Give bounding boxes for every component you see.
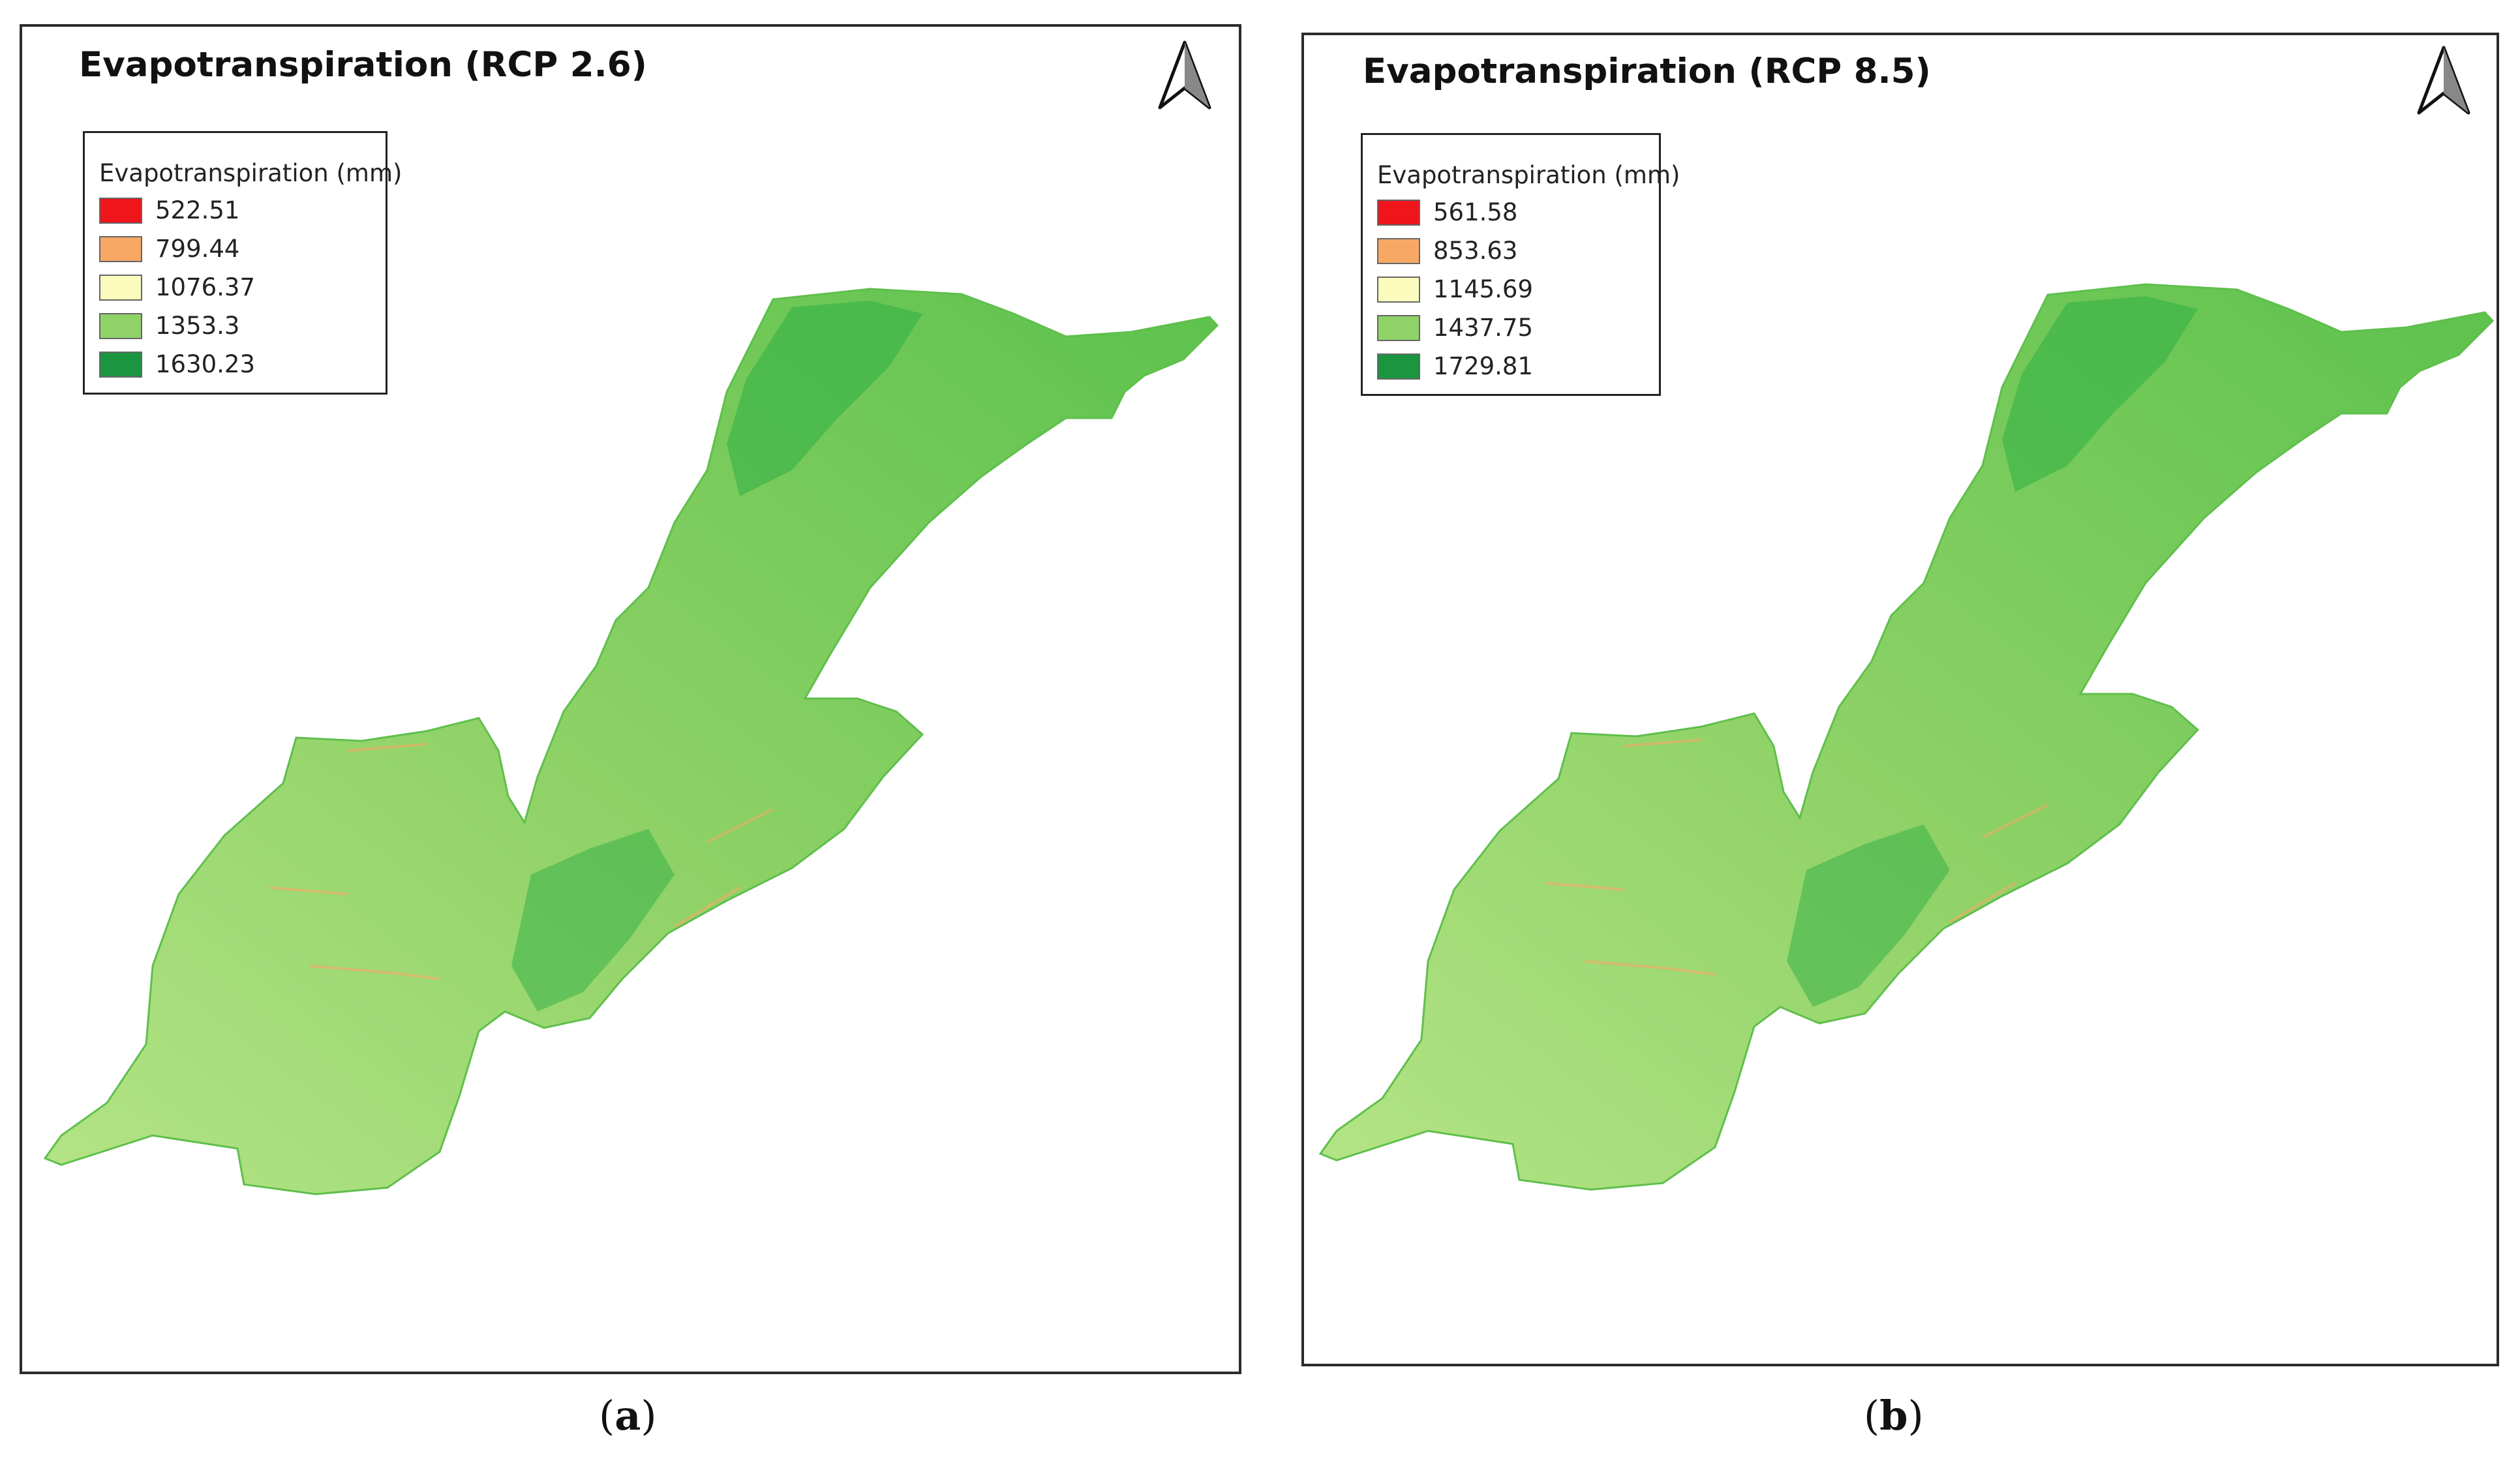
ridge-southern [511, 829, 675, 1012]
legend-item: 1076.37 [99, 268, 371, 307]
legend-label: 799.44 [155, 235, 240, 263]
north-arrow-icon [1158, 40, 1211, 110]
legend-swatch [99, 312, 142, 339]
legend-label: 853.63 [1433, 237, 1518, 265]
map-panel-b: Evapotranspiration (RCP 8.5) Evapotransp… [1301, 33, 2499, 1366]
legend-label: 1630.23 [155, 350, 256, 378]
legend-swatch [1377, 199, 1420, 226]
ridge-lines [1545, 738, 2048, 976]
map-title: Evapotranspiration (RCP 2.6) [79, 45, 647, 85]
caption-close: ) [641, 1392, 657, 1439]
caption-letter: a [615, 1392, 641, 1439]
legend-swatch [99, 197, 142, 224]
legend-swatch [1377, 353, 1420, 380]
legend-item: 522.51 [99, 191, 371, 230]
legend-label: 1437.75 [1433, 314, 1534, 342]
legend-title: Evapotranspiration (mm) [1377, 161, 1680, 189]
region-map-b [1318, 283, 2495, 1191]
legend-item: 1145.69 [1377, 270, 1645, 308]
legend-box: Evapotranspiration (mm) 522.51 799.44 10… [83, 131, 402, 395]
legend-label: 1729.81 [1433, 352, 1534, 380]
legend-box: Evapotranspiration (mm) 561.58 853.63 11… [1361, 133, 1680, 396]
legend-swatch [99, 274, 142, 301]
legend-title: Evapotranspiration (mm) [99, 159, 402, 187]
legend-swatch [1377, 276, 1420, 303]
legend-item: 1630.23 [99, 345, 371, 383]
caption-open: ( [1864, 1392, 1880, 1439]
legend-swatch [99, 351, 142, 378]
caption-open: ( [599, 1392, 615, 1439]
caption-close: ) [1907, 1392, 1924, 1439]
legend-item: 853.63 [1377, 232, 1645, 270]
legend-item: 799.44 [99, 230, 371, 268]
legend-label: 561.58 [1433, 198, 1518, 226]
caption-b: (b) [1864, 1392, 1924, 1439]
ridge-lines [269, 743, 773, 980]
region-shape [1318, 283, 2495, 1191]
legend-label: 1076.37 [155, 273, 256, 301]
map-panel-a: Evapotranspiration (RCP 2.6) Evapotransp… [20, 24, 1241, 1374]
legend-item: 1437.75 [1377, 308, 1645, 347]
map-title: Evapotranspiration (RCP 8.5) [1363, 52, 1931, 91]
legend-item: 1353.3 [99, 307, 371, 345]
legend-swatch [99, 235, 142, 262]
legend-swatch [1377, 314, 1420, 341]
ridge-southern [1787, 824, 1950, 1007]
ridge-highland [727, 301, 922, 496]
region-shape [43, 288, 1219, 1195]
ridge-highland [2002, 296, 2198, 492]
legend-item: 1729.81 [1377, 347, 1645, 385]
north-arrow-icon [2417, 46, 2470, 115]
region-map-a [43, 288, 1219, 1195]
legend-label: 1145.69 [1433, 275, 1534, 303]
caption-a: (a) [599, 1392, 657, 1439]
caption-letter: b [1879, 1392, 1908, 1439]
legend-item: 561.58 [1377, 193, 1645, 232]
legend-label: 522.51 [155, 196, 240, 224]
legend-swatch [1377, 237, 1420, 264]
legend-label: 1353.3 [155, 312, 240, 340]
